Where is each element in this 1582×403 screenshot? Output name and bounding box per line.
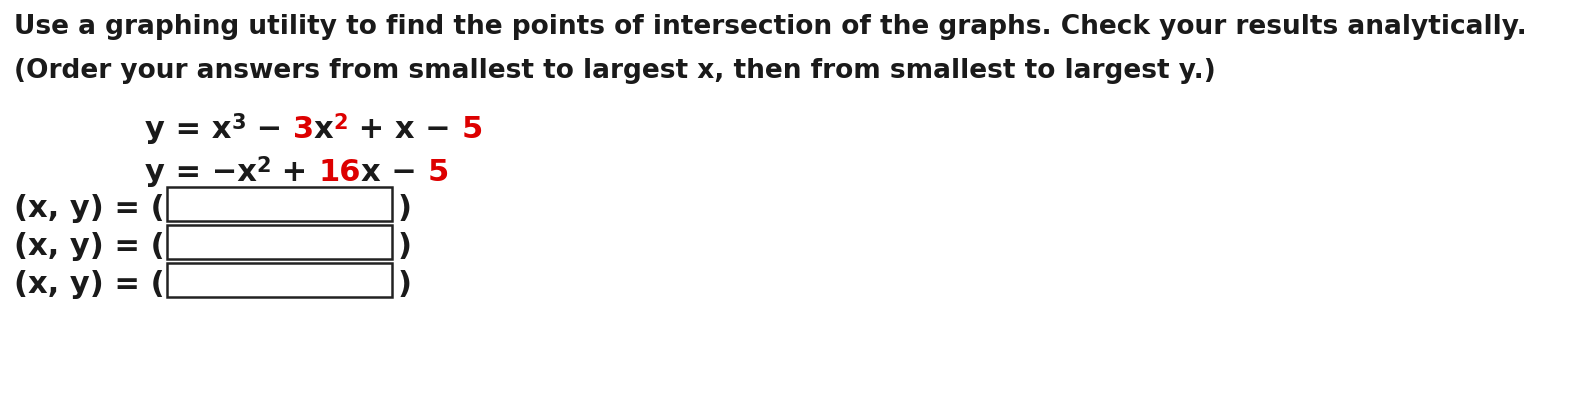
Text: y = x: y = x xyxy=(146,115,231,144)
Text: ): ) xyxy=(397,270,411,299)
Text: 2: 2 xyxy=(334,113,348,133)
Text: x: x xyxy=(313,115,334,144)
Text: 16: 16 xyxy=(318,158,361,187)
Bar xyxy=(166,263,392,297)
Text: 5: 5 xyxy=(427,158,448,187)
Text: (x, y) = (: (x, y) = ( xyxy=(14,270,165,299)
Text: 3: 3 xyxy=(231,113,245,133)
Text: ): ) xyxy=(397,232,411,261)
Text: Use a graphing utility to find the points of intersection of the graphs. Check y: Use a graphing utility to find the point… xyxy=(14,14,1527,40)
Text: −: − xyxy=(245,115,293,144)
Text: 2: 2 xyxy=(256,156,272,176)
Text: 3: 3 xyxy=(293,115,313,144)
Text: + x −: + x − xyxy=(348,115,460,144)
Text: (Order your answers from smallest to largest x, then from smallest to largest y.: (Order your answers from smallest to lar… xyxy=(14,58,1215,84)
Text: (x, y) = (: (x, y) = ( xyxy=(14,194,165,223)
Text: x −: x − xyxy=(361,158,427,187)
Text: ): ) xyxy=(397,194,411,223)
Text: (x, y) = (: (x, y) = ( xyxy=(14,232,165,261)
Bar xyxy=(166,225,392,259)
Bar xyxy=(166,187,392,221)
Text: y = −x: y = −x xyxy=(146,158,256,187)
Text: 5: 5 xyxy=(460,115,483,144)
Text: +: + xyxy=(272,158,318,187)
